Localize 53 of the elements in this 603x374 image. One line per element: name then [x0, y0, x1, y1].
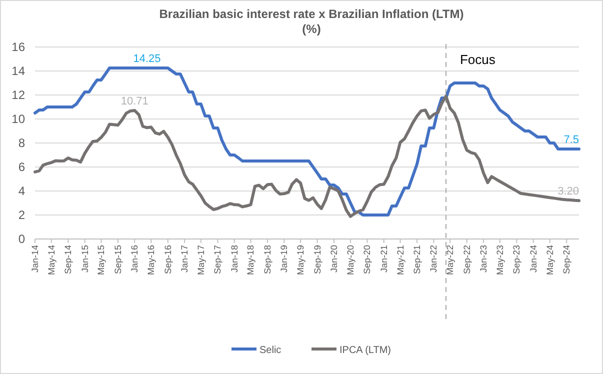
x-tick-label: Sep-14: [63, 245, 74, 274]
x-tick-label: May-16: [146, 245, 156, 276]
x-tick-label: Jan-19: [279, 245, 290, 273]
x-tick-label: Sep-22: [462, 245, 472, 274]
x-tick-label: Jan-24: [528, 245, 538, 273]
x-tick-label: Jan-17: [180, 245, 190, 273]
y-tick-label: 10: [12, 112, 26, 126]
data-label: 14.25: [133, 53, 161, 65]
data-label: 10.71: [120, 95, 148, 108]
line-series: [34, 66, 580, 216]
y-tick-label: 12: [12, 88, 26, 102]
x-tick-label: Sep-16: [162, 245, 173, 274]
ref-line-label: Focus: [460, 52, 496, 67]
x-tick-label: Sep-20: [362, 245, 372, 274]
y-tick-label: 4: [18, 184, 26, 198]
chart-subtitle: (%): [302, 22, 321, 36]
data-label: 7.5: [564, 134, 579, 146]
x-tick-label: Jan-15: [80, 245, 90, 273]
line-series: [34, 94, 580, 218]
x-tick-label: May-14: [46, 245, 56, 276]
x-tick-label: Sep-17: [212, 245, 223, 274]
y-tick-label: 0: [18, 232, 26, 246]
y-tick-label: 14: [12, 64, 26, 78]
x-tick-label: May-18: [246, 245, 256, 276]
x-tick-label: Sep-15: [112, 245, 123, 274]
y-tick-label: 2: [18, 208, 26, 222]
x-tick-label: Sep-23: [512, 245, 522, 274]
x-tick-label: Jan-23: [478, 245, 488, 273]
x-tick-label: Sep-19: [312, 245, 322, 274]
legend-label: IPCA (LTM): [340, 345, 391, 356]
y-tick-label: 16: [12, 40, 26, 54]
x-tick-label: May-19: [296, 245, 306, 276]
x-tick-label: Jan-14: [30, 245, 40, 273]
y-tick-label: 8: [18, 136, 26, 150]
x-tick-label: May-22: [445, 245, 456, 276]
x-tick-label: Jan-22: [428, 245, 439, 273]
x-tick-label: Sep-21: [412, 245, 422, 274]
x-tick-label: Jan-20: [328, 245, 339, 273]
x-tick-label: May-17: [196, 245, 206, 276]
y-tick-label: 6: [18, 160, 26, 174]
x-tick-label: Sep-24: [562, 245, 572, 274]
x-tick-label: Jan-21: [378, 245, 389, 273]
x-tick-label: Jan-16: [130, 245, 140, 273]
x-tick-label: Sep-18: [262, 245, 272, 274]
x-tick-label: May-24: [544, 245, 555, 276]
x-tick-label: May-15: [96, 245, 106, 276]
x-tick-label: May-21: [395, 245, 406, 276]
x-tick-label: May-20: [345, 245, 356, 276]
legend-label: Selic: [260, 345, 282, 356]
x-tick-label: May-23: [494, 245, 505, 276]
chart-title: Brazilian basic interest rate x Brazilian Inflation (LTM): [159, 7, 464, 21]
x-tick-label: Jan-18: [229, 245, 240, 273]
data-label: 3.20: [558, 186, 579, 198]
